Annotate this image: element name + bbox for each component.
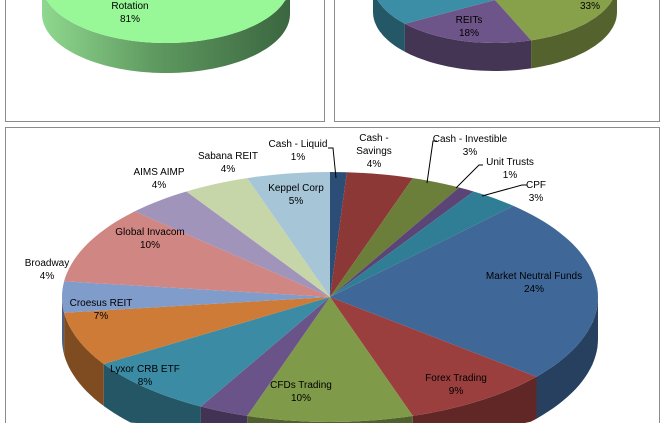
label-name: Keppel Corp (268, 183, 324, 194)
label-value: 9% (448, 386, 464, 397)
pie-slice-keppel-corp (247, 172, 330, 297)
pie-slice-croesus-reit (64, 297, 330, 364)
label-name: Croesus REIT (69, 298, 133, 309)
label-value: 10% (290, 393, 311, 404)
label-value: 81% (119, 14, 140, 25)
data-label-sabana-reit: Sabana REIT 4% (198, 150, 258, 176)
label-name: Cash - Savings (356, 133, 392, 157)
pie-slice-cash-savings (330, 172, 413, 297)
pie-slice-side-forex-trading (412, 376, 537, 423)
pie-slice-aims-aimp (134, 191, 330, 297)
pie-slice-sabana-reit (186, 178, 330, 297)
pie-slice-market-neutral-funds (330, 205, 598, 377)
data-label-global-invacom: Global Invacom 10% (115, 226, 184, 252)
pie-slice-side-croesus-reit (64, 312, 104, 406)
pie-slice-side-rotation (42, 0, 290, 73)
data-label-olive-slice: 33% (580, 0, 600, 13)
label-value: 4% (39, 271, 55, 282)
pie-slice-cpf (330, 191, 514, 297)
pie-slice-unlabeled (200, 297, 330, 416)
pie-slice-side-unlabeled (373, 0, 405, 52)
label-name: Broadway (24, 258, 70, 269)
pie-slice-global-invacom (64, 211, 330, 297)
pie-top-right (373, 0, 617, 71)
leader-lines (328, 140, 527, 197)
pie-slice-broadway (62, 281, 330, 313)
label-value: 4% (366, 159, 382, 170)
pie-slice-side-broadway (62, 297, 65, 355)
label-value: 24% (523, 284, 544, 295)
pie-slice-side-reits (404, 23, 532, 71)
label-name: Cash - Liquid (268, 139, 328, 150)
label-value: 18% (458, 28, 480, 39)
label-value: 10% (139, 240, 161, 251)
data-label-unit-trusts: Unit Trusts 1% (486, 156, 534, 182)
label-name: CPF (526, 180, 546, 191)
pie-slice-cfds-trading (247, 297, 413, 422)
label-name: Unit Trusts (486, 157, 534, 168)
pie-slice-side-unlabeled (531, 0, 617, 69)
label-value: 8% (137, 377, 153, 388)
leader-line-cpf (481, 184, 527, 197)
data-label-aims-aimp: AIMS AIMP 4% (133, 166, 184, 192)
label-name: Market Neutral Funds (485, 271, 583, 282)
leader-line-cash-investible (426, 140, 437, 184)
pie-bottom (62, 172, 598, 423)
pie-slice-unlabeled (373, 0, 495, 24)
pie-slice-side-lyxor-crb-etf (103, 364, 201, 423)
pie-slice-side-unlabeled (200, 406, 248, 423)
data-label-rotation: Rotation 81% (111, 0, 148, 26)
pie-slice-unlabeled (495, 0, 617, 41)
label-name: CFDs Trading (270, 380, 332, 391)
label-name: AIMS AIMP (133, 167, 185, 178)
data-label-croesus-reit: Croesus REIT 7% (70, 297, 133, 323)
label-value: 33% (579, 1, 601, 12)
label-name: Lyxor CRB ETF (110, 364, 180, 375)
data-label-lyxor-crb-etf: Lyxor CRB ETF 8% (110, 363, 180, 389)
label-name: Rotation (111, 1, 149, 12)
label-value: 1% (290, 152, 306, 163)
label-value: 1% (502, 170, 518, 181)
label-value: 7% (93, 311, 109, 322)
pie-slice-cash-investible (330, 178, 460, 297)
label-value: 4% (220, 164, 236, 175)
data-label-broadway: Broadway 4% (25, 257, 69, 283)
data-label-cash-investible: Cash - Investible 3% (433, 133, 507, 159)
data-label-cpf: CPF 3% (526, 179, 546, 205)
label-name: REITs (455, 15, 483, 26)
label-value: 3% (462, 147, 478, 158)
pie-top-left (42, 0, 290, 73)
pie-slice-side-cfds-trading (247, 415, 413, 423)
leader-line-unit-trusts (455, 164, 483, 189)
pie-slice-rotation (42, 0, 290, 43)
label-name: Sabana REIT (197, 151, 259, 162)
pie-slice-cash-liquid (330, 172, 347, 297)
data-label-forex-trading: Forex Trading 9% (425, 372, 487, 398)
pie-slice-unit-trusts (330, 187, 474, 297)
pie-slice-reits (404, 0, 532, 43)
label-value: 4% (151, 180, 167, 191)
pie-slice-forex-trading (330, 297, 537, 416)
label-name: Forex Trading (425, 373, 487, 384)
label-value: 3% (528, 193, 544, 204)
pie-slice-lyxor-crb-etf (103, 297, 330, 407)
data-label-cfds-trading: CFDs Trading 10% (270, 379, 332, 405)
label-name: Cash - Investible (432, 134, 508, 145)
data-label-cash-liquid: Cash - Liquid 1% (269, 138, 328, 164)
label-value: 5% (288, 196, 304, 207)
leader-line-cash-liquid (328, 147, 337, 179)
pie-slice-side-market-neutral-funds (536, 297, 598, 419)
label-name: Global Invacom (115, 227, 185, 238)
data-label-cash-savings: Cash - Savings 4% (352, 132, 396, 171)
data-label-reits: REITs 18% (456, 14, 483, 40)
data-label-market-neutral-funds: Market Neutral Funds 24% (486, 270, 582, 296)
data-label-keppel-corp: Keppel Corp 5% (268, 182, 324, 208)
